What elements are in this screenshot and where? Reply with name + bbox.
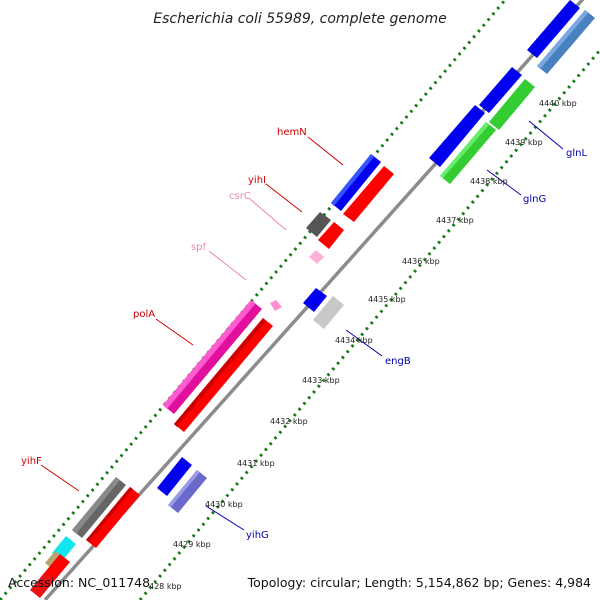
tick-label: 4440 kbp [539,99,577,108]
gene-glnG-blue[interactable] [429,105,485,167]
tick-label: 4429 kbp [173,540,211,549]
gene-spf[interactable] [270,300,282,311]
gene-glnL-blue[interactable] [479,67,522,113]
gene-engB-grey[interactable] [313,296,344,329]
tick-label: 4437 kbp [436,216,474,225]
map-title: Escherichia coli 55989, complete genome [153,11,446,27]
gene-engB-blue[interactable] [303,288,327,312]
tick-label: 4438 kbp [470,177,508,186]
tick-label: 4436 kbp [402,257,440,266]
accession-label: Accession: NC_011748 [8,575,151,590]
gene-polA-magenta[interactable] [163,300,262,414]
topology-label: Topology: circular; Length: 5,154,862 bp… [247,575,591,590]
gene-glnG-green[interactable] [440,122,496,184]
gene-hemN-blue[interactable] [331,154,381,211]
gene-label-glnG: glnG [523,194,546,205]
gene-red-bottom-2[interactable] [30,572,55,598]
gene-label-yihF: yihF [21,456,42,467]
gene-label-yihI: yihI [248,175,266,186]
outer-dotted-ring [0,0,507,600]
gene-label-csrC: csrC [229,191,251,202]
tick-label: 4435 kbp [368,295,406,304]
gene-yihF-red[interactable] [86,487,140,548]
tick-label: 4439 kbp [505,138,543,147]
gene-yihF-grey[interactable] [72,477,126,538]
gene-yihI-red[interactable] [318,222,344,249]
gene-csrC[interactable] [309,250,324,264]
gene-label-engB: engB [385,356,411,367]
gene-label-hemN: hemN [277,127,307,138]
gene-hemN-red[interactable] [343,166,394,222]
gene-top-steelblue[interactable] [537,10,595,74]
gene-label-spf: spf [191,242,207,253]
gene-label-glnL: glnL [566,148,587,159]
gene-yihG-lavender[interactable] [168,470,207,513]
inner-dotted-ring [138,49,600,600]
gene-label-yihG: yihG [246,530,269,541]
gene-polA-red[interactable] [174,318,273,432]
tick-label: 4432 kbp [270,417,308,426]
label-lines [40,120,564,531]
tick-label: 4434 kbp [335,336,373,345]
tick-label: 4430 kbp [205,500,243,509]
gene-yihI-grey[interactable] [306,212,331,237]
gene-top-blue[interactable] [527,0,580,58]
gene-yihG-blue[interactable] [157,457,192,496]
gene-glnL-green[interactable] [489,79,535,130]
tick-label: 4433 kbp [302,376,340,385]
gene-label-polA: polA [133,309,155,320]
tick-label: 428 kbp [149,582,182,591]
tick-label: 4431 kbp [237,459,275,468]
